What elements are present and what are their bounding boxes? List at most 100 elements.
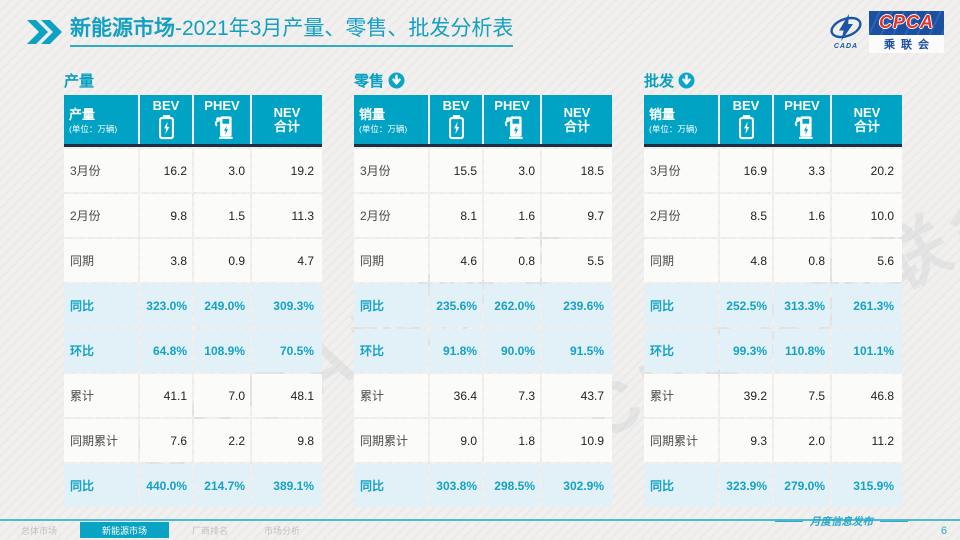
battery-icon bbox=[737, 114, 756, 140]
column-header-phev: PHEV bbox=[484, 95, 540, 144]
cell-value: 235.6% bbox=[430, 284, 482, 327]
row-label: 累计 bbox=[64, 374, 138, 417]
corner-cell: 销量 (单位：万辆) bbox=[644, 95, 718, 144]
footer-note-line bbox=[880, 521, 908, 522]
table-body: 3月份 16.9 3.3 20.2 2月份 8.5 1.6 10.0 同期 4.8 0.8 5.6 同比… bbox=[644, 149, 902, 507]
column-header-nev: NEV 合计 bbox=[252, 95, 322, 144]
tables-row: 产量 产量 (单位：万辆) BEV PHEV NEV 合计 3月份 16.2 3.0 19.2 2月… bbox=[64, 68, 902, 507]
cell-value: 11.2 bbox=[832, 419, 902, 462]
cell-value: 7.5 bbox=[774, 374, 830, 417]
cell-value: 46.8 bbox=[832, 374, 902, 417]
column-header-phev: PHEV bbox=[774, 95, 830, 144]
cell-value: 5.5 bbox=[542, 239, 612, 282]
section-header-retail: 零售 bbox=[354, 68, 612, 92]
down-arrow-circle-icon bbox=[388, 72, 405, 89]
cell-value: 389.1% bbox=[252, 464, 322, 507]
column-header-bev: BEV bbox=[140, 95, 192, 144]
cell-value: 323.9% bbox=[720, 464, 772, 507]
row-label: 同比 bbox=[64, 284, 138, 327]
cell-value: 1.6 bbox=[484, 194, 540, 237]
cell-value: 64.8% bbox=[140, 329, 192, 372]
cell-value: 261.3% bbox=[832, 284, 902, 327]
unit-note: (单位：万辆) bbox=[69, 124, 118, 134]
cada-swoosh-icon: CADA bbox=[828, 14, 864, 50]
row-label: 累计 bbox=[644, 374, 718, 417]
cell-value: 36.4 bbox=[430, 374, 482, 417]
nav-tab-item[interactable]: 总体市场 bbox=[21, 525, 58, 536]
footer-nav-tabs: 总体市场 新能源市场 厂商排名 市场分析 bbox=[8, 522, 313, 538]
unit-note: (单位：万辆) bbox=[649, 124, 698, 134]
table-body: 3月份 15.5 3.0 18.5 2月份 8.1 1.6 9.7 同期 4.6 0.8 5.5 同比 2… bbox=[354, 149, 612, 507]
cell-value: 20.2 bbox=[832, 149, 902, 192]
cell-value: 214.7% bbox=[194, 464, 250, 507]
cell-value: 7.0 bbox=[194, 374, 250, 417]
row-label: 同比 bbox=[644, 464, 718, 507]
cell-value: 9.3 bbox=[720, 419, 772, 462]
cell-value: 4.8 bbox=[720, 239, 772, 282]
corner-label: 销量 bbox=[649, 107, 676, 122]
column-label: NEV 合计 bbox=[563, 104, 591, 134]
cell-value: 39.2 bbox=[720, 374, 772, 417]
cell-value: 302.9% bbox=[542, 464, 612, 507]
table-section-retail: 零售 销量 (单位：万辆) BEV PHEV NEV 合计 3月份 15.5 3.0 18.5 2月… bbox=[354, 68, 612, 507]
cell-value: 315.9% bbox=[832, 464, 902, 507]
page-title: 新能源市场-2021年3月产量、零售、批发分析表 bbox=[70, 16, 514, 48]
cell-value: 101.1% bbox=[832, 329, 902, 372]
column-header-nev: NEV 合计 bbox=[542, 95, 612, 144]
row-label: 3月份 bbox=[644, 149, 718, 192]
cpca-wordmark: CPCA 乘联会 bbox=[868, 11, 944, 53]
cell-value: 9.0 bbox=[430, 419, 482, 462]
cell-value: 4.7 bbox=[252, 239, 322, 282]
section-header-wholesale: 批发 bbox=[644, 68, 902, 92]
cell-value: 7.3 bbox=[484, 374, 540, 417]
cell-value: 2.2 bbox=[194, 419, 250, 462]
row-label: 2月份 bbox=[644, 194, 718, 237]
charger-icon bbox=[790, 114, 815, 140]
cell-value: 10.9 bbox=[542, 419, 612, 462]
cell-value: 1.5 bbox=[194, 194, 250, 237]
cell-value: 9.8 bbox=[140, 194, 192, 237]
nav-tab-item[interactable]: 厂商排名 bbox=[192, 525, 229, 536]
corner-cell: 产量 (单位：万辆) bbox=[64, 95, 138, 144]
row-label: 同期 bbox=[64, 239, 138, 282]
page-title-market: 新能源市场 bbox=[70, 17, 175, 40]
row-label: 3月份 bbox=[64, 149, 138, 192]
nav-tab-item[interactable]: 市场分析 bbox=[264, 525, 301, 536]
cell-value: 5.6 bbox=[832, 239, 902, 282]
footer-note-line bbox=[775, 521, 803, 522]
cell-value: 3.3 bbox=[774, 149, 830, 192]
row-label: 环比 bbox=[354, 329, 428, 372]
cell-value: 110.8% bbox=[774, 329, 830, 372]
cell-value: 91.8% bbox=[430, 329, 482, 372]
column-label: PHEV bbox=[494, 98, 530, 114]
cell-value: 7.6 bbox=[140, 419, 192, 462]
footer-note: 月度信息发布 bbox=[775, 514, 908, 529]
section-title: 零售 bbox=[354, 72, 385, 90]
cell-value: 15.5 bbox=[430, 149, 482, 192]
column-label: BEV bbox=[732, 98, 760, 114]
row-label: 3月份 bbox=[354, 149, 428, 192]
nav-tab-active[interactable]: 新能源市场 bbox=[80, 522, 170, 538]
cell-value: 19.2 bbox=[252, 149, 322, 192]
cell-value: 0.9 bbox=[194, 239, 250, 282]
cell-value: 3.8 bbox=[140, 239, 192, 282]
cpca-logo: CADA CPCA 乘联会 bbox=[828, 11, 944, 53]
cell-value: 239.6% bbox=[542, 284, 612, 327]
row-label: 环比 bbox=[644, 329, 718, 372]
cell-value: 1.6 bbox=[774, 194, 830, 237]
cell-value: 1.8 bbox=[484, 419, 540, 462]
cell-value: 440.0% bbox=[140, 464, 192, 507]
cell-value: 16.2 bbox=[140, 149, 192, 192]
column-header-bev: BEV bbox=[720, 95, 772, 144]
footer-rule bbox=[0, 519, 960, 521]
association-text: 乘联会 bbox=[868, 35, 944, 53]
cell-value: 8.5 bbox=[720, 194, 772, 237]
cell-value: 8.1 bbox=[430, 194, 482, 237]
cell-value: 323.0% bbox=[140, 284, 192, 327]
cell-value: 10.0 bbox=[832, 194, 902, 237]
down-arrow-circle-icon bbox=[678, 72, 695, 89]
table-section-production: 产量 产量 (单位：万辆) BEV PHEV NEV 合计 3月份 16.2 3.0 19.2 2月… bbox=[64, 68, 322, 507]
corner-label: 产量 bbox=[69, 107, 96, 122]
section-header-production: 产量 bbox=[64, 68, 322, 92]
